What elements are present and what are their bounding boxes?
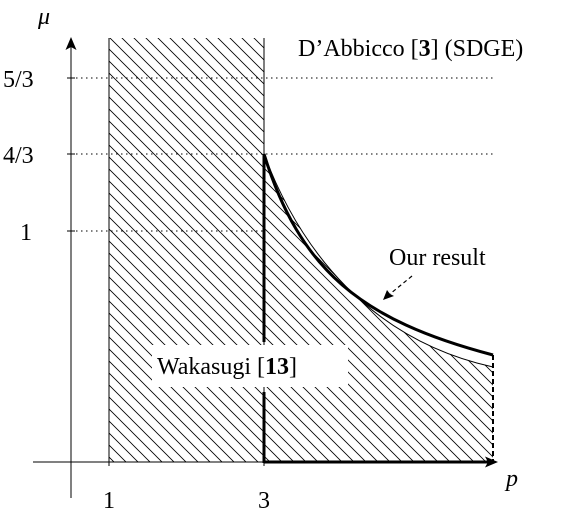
wakasugi-label-background [152, 345, 348, 387]
y-tick-label-1: 1 [20, 220, 32, 246]
hatched-strip [109, 38, 264, 462]
our-result-pointer-arrowhead [383, 290, 394, 300]
hatched-region-right [264, 154, 493, 462]
y-axis-arrow [65, 37, 77, 50]
x-tick-label-1: 1 [103, 488, 115, 514]
y-axis-label: μ [37, 4, 50, 30]
x-tick-label-3: 3 [258, 488, 270, 514]
x-axis-label: p [504, 466, 518, 492]
y-tick-label-5-3: 5/3 [3, 67, 34, 93]
our-result-label: Our result [389, 245, 486, 271]
our-result-pointer [389, 275, 413, 295]
y-tick-label-4-3: 4/3 [3, 143, 34, 169]
our-result-curve [262, 153, 494, 357]
x-axis-arrow [485, 456, 498, 468]
dabbicco-annotation: D’Abbicco [3] (SDGE) [298, 36, 523, 62]
wakasugi-label: Wakasugi [13] [157, 354, 297, 380]
